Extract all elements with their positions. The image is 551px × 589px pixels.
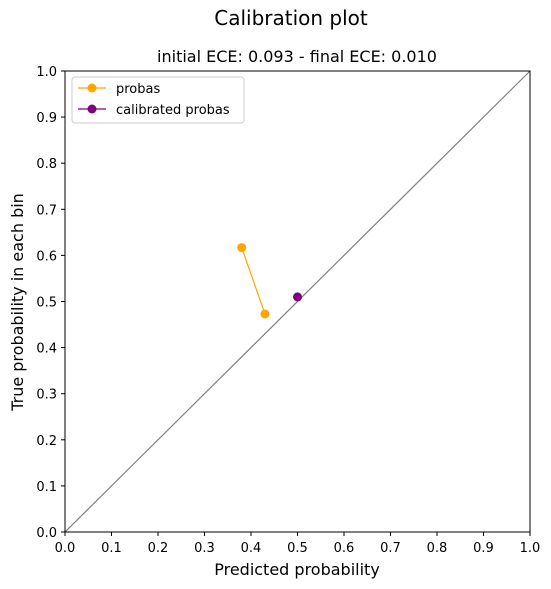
- y-tick-label: 0.1: [36, 480, 57, 495]
- legend-frame: [71, 76, 245, 124]
- chart-subtitle: initial ECE: 0.093 - final ECE: 0.010: [157, 47, 437, 66]
- reference-diagonal-line: [64, 70, 531, 533]
- legend-marker-probas: [87, 83, 97, 93]
- x-tick-label: 0.1: [101, 541, 122, 556]
- x-tick-label: 0.7: [380, 541, 401, 556]
- legend-label-probas: probas: [116, 82, 160, 97]
- axis-ticks: 0.0 0.1 0.2 0.3 0.4 0.5 0.6 0.7 0.8 0.9 1.0 0.0 0.1 0…: [36, 65, 540, 556]
- series-line-probas: [241, 247, 266, 315]
- x-tick-label: 0.8: [427, 541, 448, 556]
- x-tick-label: 0.0: [55, 541, 76, 556]
- legend-label-calibrated-probas: calibrated probas: [116, 103, 230, 118]
- x-tick-label: 0.6: [334, 541, 355, 556]
- plot-area: [64, 70, 531, 533]
- y-tick-label: 0.6: [36, 249, 57, 264]
- y-tick-label: 0.4: [36, 342, 57, 357]
- x-tick-label: 1.0: [520, 541, 541, 556]
- plot-frame: [64, 70, 531, 533]
- y-tick-label: 0.2: [36, 434, 57, 449]
- legend: probas calibrated probas: [71, 76, 245, 124]
- x-axis-label: Predicted probability: [214, 560, 380, 579]
- data-point-probas: [237, 243, 247, 253]
- x-tick-label: 0.5: [287, 541, 308, 556]
- y-tick-label: 1.0: [36, 65, 57, 80]
- x-tick-label: 0.2: [148, 541, 169, 556]
- chart-title: Calibration plot: [214, 6, 368, 30]
- y-tick-label: 0.7: [36, 203, 57, 218]
- y-tick-label: 0.8: [36, 157, 57, 172]
- y-axis-label: True probability in each bin: [8, 193, 27, 412]
- y-tick-label: 0.5: [36, 296, 57, 311]
- data-point-calibrated-probas: [293, 292, 302, 302]
- y-tick-label: 0.3: [36, 388, 57, 403]
- x-tick-label: 0.4: [241, 541, 262, 556]
- data-point-probas: [260, 309, 270, 319]
- legend-marker-calibrated-probas: [87, 104, 97, 114]
- x-tick-label: 0.3: [194, 541, 215, 556]
- y-tick-label: 0.0: [36, 526, 57, 541]
- x-tick-label: 0.9: [473, 541, 494, 556]
- y-tick-label: 0.9: [36, 111, 57, 126]
